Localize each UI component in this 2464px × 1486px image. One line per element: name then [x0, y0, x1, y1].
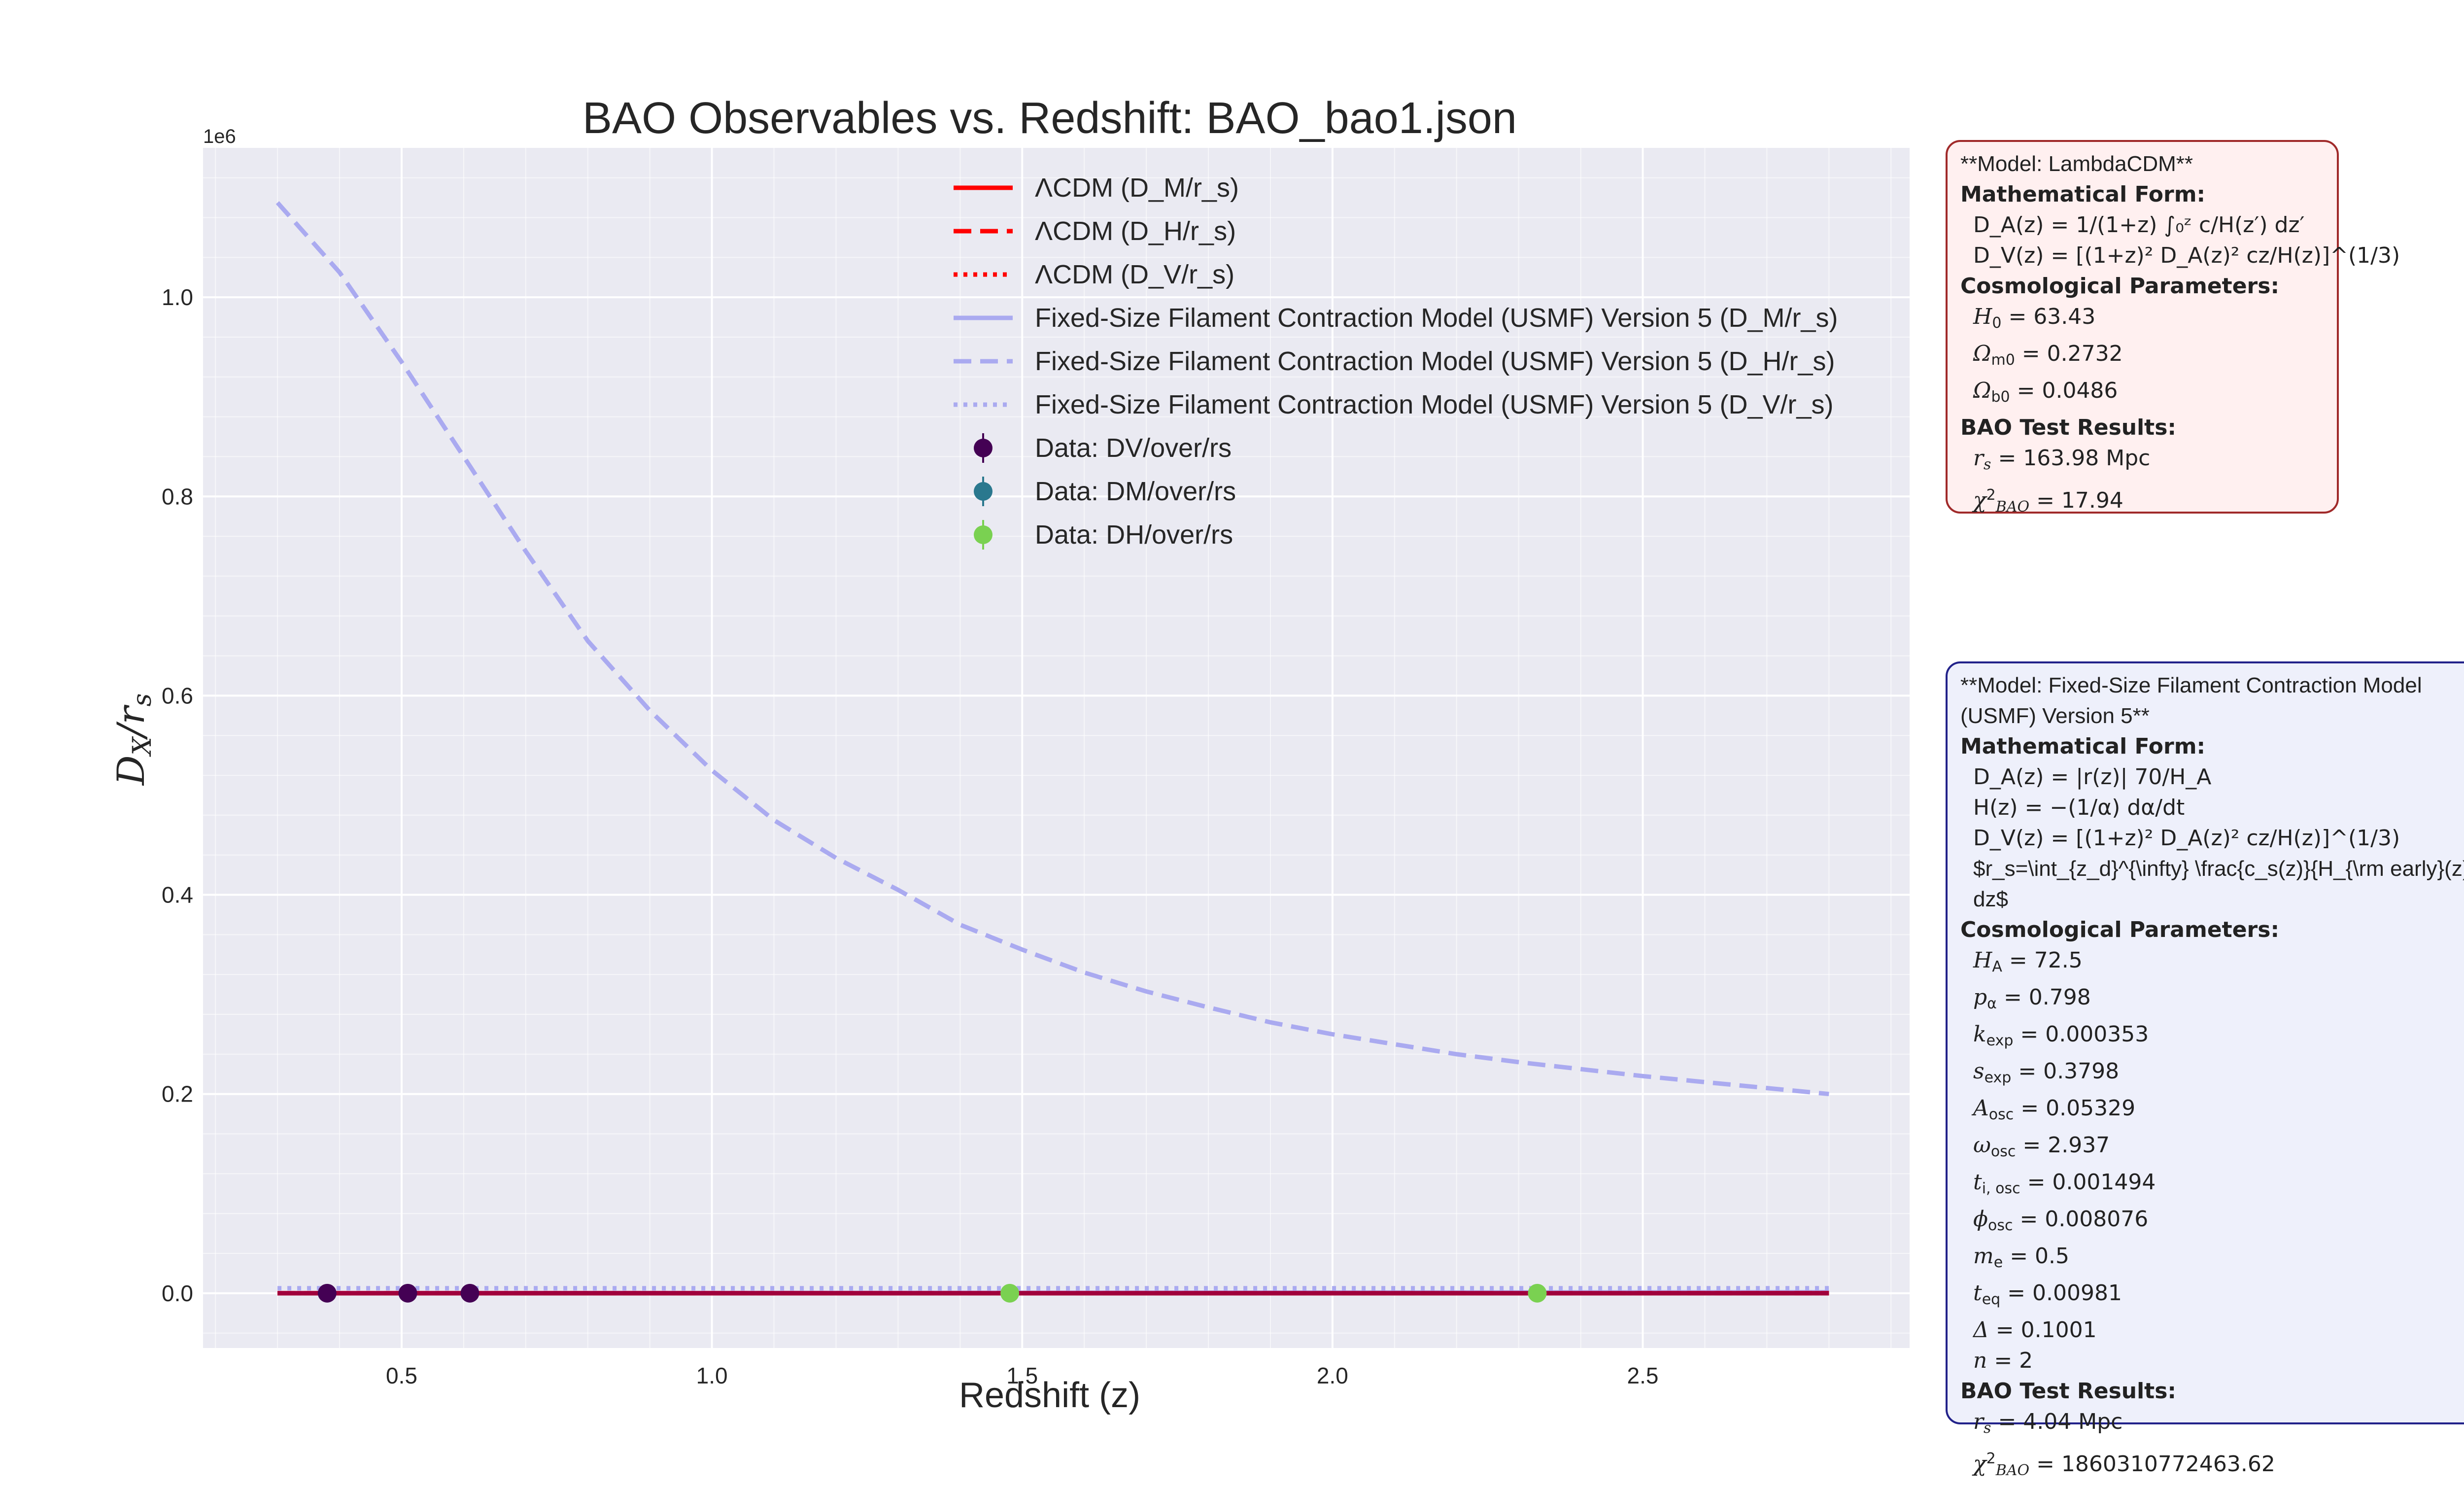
x-tick-label: 0.5	[386, 1363, 417, 1388]
y-tick-label: 0.0	[162, 1280, 193, 1306]
legend-label: Fixed-Size Filament Contraction Model (U…	[1035, 303, 1838, 333]
param-line: ti, osc = 0.001494	[1960, 1167, 2464, 1204]
chart-title: BAO Observables vs. Redshift: BAO_bao1.j…	[582, 94, 1517, 143]
y-tick-label: 0.8	[162, 484, 193, 509]
usmf-chi2: χ2BAO = 1860310772463.62	[1960, 1444, 2464, 1486]
param-line: HA = 72.5	[1960, 945, 2464, 982]
legend-marker	[974, 439, 992, 457]
legend-label: Data: DH/over/rs	[1035, 520, 1233, 550]
data-point	[460, 1284, 479, 1303]
legend-label: Fixed-Size Filament Contraction Model (U…	[1035, 346, 1835, 376]
lambdacdm-info-panel: **Model: LambdaCDM** Mathematical Form: …	[1946, 140, 2339, 514]
lcdm-chi2-value: = 17.94	[2036, 488, 2123, 513]
param-line: H0 = 63.43	[1960, 302, 2324, 339]
param-line: ωosc = 2.937	[1960, 1130, 2464, 1167]
usmf-formula-da: D_A(z) = |r(z)| 70/H_A	[1960, 762, 2464, 793]
legend-label: ΛCDM (D_V/r_s)	[1035, 260, 1234, 289]
legend-label: Fixed-Size Filament Contraction Model (U…	[1035, 390, 1834, 419]
usmf-model-name: **Model: Fixed-Size Filament Contraction…	[1960, 670, 2464, 731]
param-line: sexp = 0.3798	[1960, 1056, 2464, 1093]
usmf-rs: rs = 4.04 Mpc	[1960, 1407, 2464, 1444]
y-axis-multiplier: 1e6	[203, 126, 236, 147]
x-tick-label: 2.0	[1317, 1363, 1348, 1388]
usmf-formula-h: H(z) = −(1/α) dα/dt	[1960, 793, 2464, 823]
usmf-rs-value: = 4.04 Mpc	[1998, 1409, 2122, 1434]
usmf-formula-rs: $r_s=\int_{z_d}^{\infty} \frac{c_s(z)}{H…	[1960, 854, 2464, 915]
usmf-info-panel: **Model: Fixed-Size Filament Contraction…	[1946, 661, 2464, 1424]
legend-label: ΛCDM (D_H/r_s)	[1035, 216, 1236, 246]
usmf-params-header: Cosmological Parameters:	[1960, 915, 2464, 945]
usmf-results-header: BAO Test Results:	[1960, 1376, 2464, 1407]
param-line: ϕosc = 0.008076	[1960, 1204, 2464, 1241]
lcdm-model-name: **Model: LambdaCDM**	[1960, 149, 2324, 179]
data-point	[1528, 1284, 1546, 1303]
lcdm-rs: rs = 163.98 Mpc	[1960, 443, 2324, 480]
lcdm-results-header: BAO Test Results:	[1960, 413, 2324, 443]
data-point	[318, 1284, 337, 1303]
param-line: n = 2	[1960, 1346, 2464, 1376]
usmf-chi2-value: = 1860310772463.62	[2036, 1451, 2275, 1477]
y-tick-label: 1.0	[162, 284, 193, 310]
lcdm-params-header: Cosmological Parameters:	[1960, 271, 2324, 302]
x-tick-label: 2.5	[1627, 1363, 1659, 1388]
usmf-formula-dv: D_V(z) = [(1+z)² D_A(z)² cz/H(z)]^(1/3)	[1960, 823, 2464, 854]
legend-marker	[974, 525, 992, 544]
lcdm-formula-da: D_A(z) = 1/(1+z) ∫₀ᶻ c/H(z′) dz′	[1960, 210, 2324, 241]
param-line: teq = 0.00981	[1960, 1278, 2464, 1315]
lcdm-rs-value: = 163.98 Mpc	[1998, 446, 2150, 471]
param-line: Aosc = 0.05329	[1960, 1093, 2464, 1130]
data-point	[399, 1284, 417, 1303]
lcdm-formula-dv: D_V(z) = [(1+z)² D_A(z)² cz/H(z)]^(1/3)	[1960, 241, 2324, 271]
lcdm-chi2: χ2BAO = 17.94	[1960, 480, 2324, 522]
legend-label: ΛCDM (D_M/r_s)	[1035, 173, 1239, 203]
usmf-math-header: Mathematical Form:	[1960, 731, 2464, 762]
x-tick-label: 1.0	[696, 1363, 728, 1388]
lcdm-math-header: Mathematical Form:	[1960, 179, 2324, 210]
legend-label: Data: DM/over/rs	[1035, 477, 1236, 506]
param-line: Ωm0 = 0.2732	[1960, 339, 2324, 376]
param-line: Δ = 0.1001	[1960, 1315, 2464, 1346]
param-line: Ωb0 = 0.0486	[1960, 376, 2324, 413]
legend-marker	[974, 482, 992, 501]
param-line: pα = 0.798	[1960, 982, 2464, 1019]
y-tick-label: 0.4	[162, 882, 193, 908]
data-point	[1000, 1284, 1019, 1303]
x-axis-label: Redshift (z)	[959, 1376, 1140, 1415]
param-line: kexp = 0.000353	[1960, 1019, 2464, 1056]
y-tick-label: 0.2	[162, 1081, 193, 1107]
param-line: me = 0.5	[1960, 1241, 2464, 1278]
y-tick-label: 0.6	[162, 683, 193, 708]
legend-label: Data: DV/over/rs	[1035, 433, 1232, 463]
